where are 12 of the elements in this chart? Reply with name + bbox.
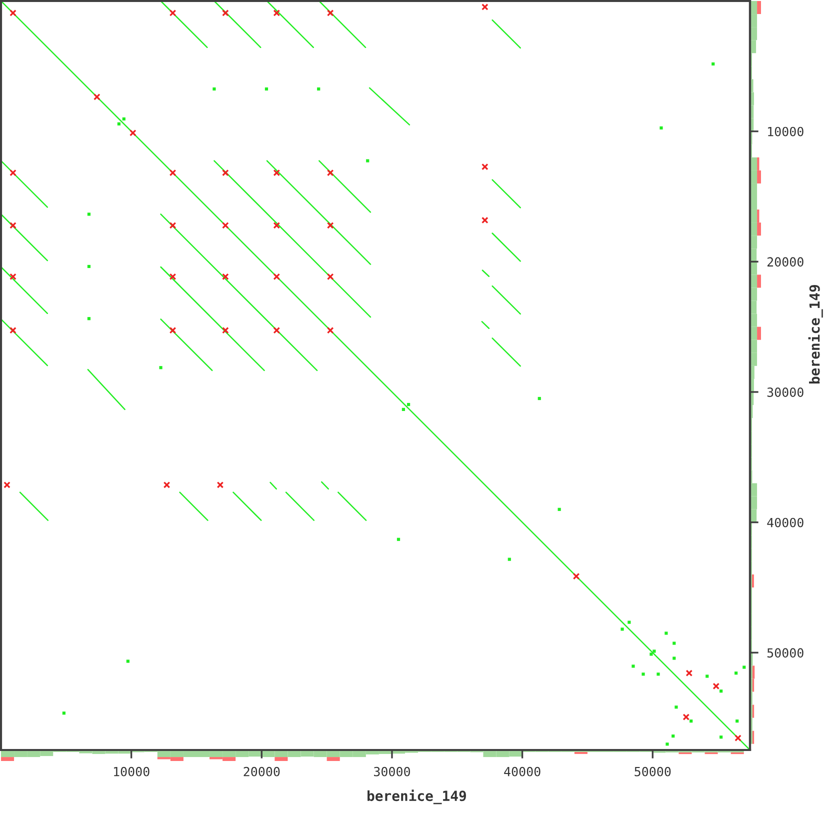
- y-axis-title: berenice_149: [808, 285, 823, 384]
- x-axis-title: berenice_149: [368, 790, 466, 804]
- x-tick-label: 30000: [374, 766, 410, 776]
- y-tick-label: 40000: [767, 518, 804, 528]
- x-tick-label: 10000: [114, 766, 150, 776]
- y-tick-label: 10000: [768, 126, 804, 136]
- x-tick-label: 40000: [504, 766, 540, 776]
- y-tick-label: 30000: [767, 387, 804, 397]
- x-tick-label: 50000: [634, 766, 671, 776]
- x-tick-label: 20000: [244, 766, 280, 776]
- y-tick-label: 20000: [767, 257, 804, 267]
- y-tick-label: 50000: [767, 648, 804, 658]
